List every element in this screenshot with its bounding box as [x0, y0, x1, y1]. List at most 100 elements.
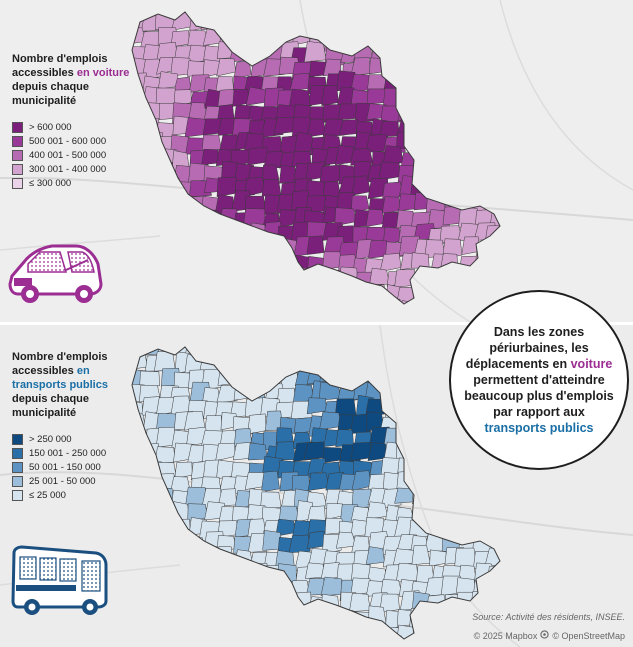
municipality-shape[interactable]	[139, 237, 162, 256]
municipality-shape[interactable]	[202, 253, 225, 271]
municipality-shape[interactable]	[439, 29, 463, 47]
municipality-shape[interactable]	[172, 267, 196, 290]
municipality-shape[interactable]	[111, 576, 130, 595]
municipality-shape[interactable]	[220, 0, 240, 21]
municipality-shape[interactable]	[190, 576, 210, 595]
municipality-shape[interactable]	[189, 312, 207, 322]
municipality-shape[interactable]	[515, 181, 537, 199]
municipality-shape[interactable]	[516, 43, 536, 62]
municipality-shape[interactable]	[277, 255, 299, 276]
municipality-shape[interactable]	[198, 564, 222, 583]
municipality-shape[interactable]	[155, 286, 177, 305]
municipality-shape[interactable]	[486, 565, 505, 584]
municipality-shape[interactable]	[472, 505, 495, 527]
municipality-shape[interactable]	[352, 1, 376, 19]
mapbox-attribution[interactable]: © 2025 Mapbox	[473, 630, 538, 641]
municipality-shape[interactable]	[143, 325, 162, 345]
municipality-shape[interactable]	[126, 610, 149, 631]
municipality-shape[interactable]	[382, 47, 403, 65]
municipality-shape[interactable]	[245, 251, 267, 270]
municipality-shape[interactable]	[323, 326, 344, 343]
municipality-shape[interactable]	[219, 355, 241, 374]
municipality-shape[interactable]	[155, 580, 174, 599]
municipality-shape[interactable]	[455, 59, 476, 81]
municipality-shape[interactable]	[503, 475, 524, 494]
municipality-shape[interactable]	[453, 31, 476, 51]
municipality-shape[interactable]	[425, 339, 447, 358]
municipality-shape[interactable]	[499, 150, 520, 169]
municipality-shape[interactable]	[410, 27, 431, 48]
municipality-shape[interactable]	[236, 3, 255, 21]
municipality-shape[interactable]	[445, 106, 465, 127]
municipality-shape[interactable]	[200, 238, 222, 256]
municipality-shape[interactable]	[503, 224, 523, 244]
municipality-shape[interactable]	[115, 594, 133, 614]
municipality-shape[interactable]	[459, 14, 481, 35]
municipality-shape[interactable]	[155, 315, 176, 322]
municipality-shape[interactable]	[429, 0, 450, 17]
municipality-shape[interactable]	[415, 57, 434, 77]
municipality-shape[interactable]	[289, 637, 311, 647]
municipality-shape[interactable]	[443, 166, 466, 185]
municipality-shape[interactable]	[274, 13, 294, 31]
municipality-shape[interactable]	[411, 356, 433, 373]
municipality-shape[interactable]	[129, 564, 153, 584]
municipality-shape[interactable]	[112, 563, 134, 581]
municipality-shape[interactable]	[471, 60, 495, 79]
municipality-shape[interactable]	[518, 104, 537, 125]
municipality-shape[interactable]	[98, 30, 116, 47]
municipality-shape[interactable]	[485, 58, 507, 77]
municipality-shape[interactable]	[381, 368, 404, 387]
municipality-shape[interactable]	[246, 594, 268, 614]
municipality-shape[interactable]	[384, 313, 404, 322]
municipality-shape[interactable]	[116, 252, 135, 274]
municipality-shape[interactable]	[412, 445, 434, 463]
municipality-shape[interactable]	[504, 76, 524, 93]
municipality-shape[interactable]	[233, 637, 255, 647]
municipality-shape[interactable]	[207, 312, 225, 322]
municipality-shape[interactable]	[441, 428, 460, 446]
municipality-shape[interactable]	[426, 356, 446, 375]
municipality-shape[interactable]	[502, 564, 523, 584]
municipality-shape[interactable]	[470, 0, 493, 16]
municipality-shape[interactable]	[158, 637, 180, 647]
municipality-shape[interactable]	[234, 549, 253, 566]
municipality-shape[interactable]	[409, 341, 433, 361]
municipality-shape[interactable]	[379, 253, 402, 273]
municipality-shape[interactable]	[489, 238, 508, 259]
municipality-shape[interactable]	[505, 192, 524, 211]
municipality-shape[interactable]	[319, 164, 342, 185]
municipality-shape[interactable]	[322, 608, 345, 626]
municipality-shape[interactable]	[278, 237, 298, 258]
municipality-shape[interactable]	[230, 566, 254, 585]
municipality-shape[interactable]	[324, 624, 345, 643]
municipality-shape[interactable]	[395, 562, 419, 583]
municipality-shape[interactable]	[487, 503, 506, 522]
municipality-shape[interactable]	[127, 270, 148, 290]
municipality-shape[interactable]	[323, 281, 344, 303]
municipality-shape[interactable]	[188, 610, 208, 628]
municipality-shape[interactable]	[129, 253, 150, 272]
municipality-shape[interactable]	[126, 314, 146, 322]
municipality-shape[interactable]	[153, 255, 176, 275]
municipality-shape[interactable]	[99, 313, 119, 322]
municipality-shape[interactable]	[504, 255, 523, 276]
municipality-shape[interactable]	[113, 268, 134, 290]
municipality-shape[interactable]	[144, 286, 165, 306]
municipality-shape[interactable]	[454, 522, 475, 540]
municipality-shape[interactable]	[382, 87, 404, 108]
municipality-shape[interactable]	[110, 221, 133, 242]
municipality-shape[interactable]	[247, 533, 267, 553]
municipality-shape[interactable]	[322, 300, 341, 318]
municipality-shape[interactable]	[199, 638, 220, 647]
municipality-shape[interactable]	[383, 325, 404, 345]
municipality-shape[interactable]	[141, 151, 164, 171]
municipality-shape[interactable]	[379, 352, 400, 370]
municipality-shape[interactable]	[156, 564, 177, 583]
municipality-shape[interactable]	[158, 207, 180, 225]
municipality-shape[interactable]	[398, 60, 421, 81]
municipality-shape[interactable]	[307, 356, 328, 376]
municipality-shape[interactable]	[216, 15, 237, 36]
municipality-shape[interactable]	[517, 503, 537, 522]
municipality-shape[interactable]	[95, 195, 117, 213]
